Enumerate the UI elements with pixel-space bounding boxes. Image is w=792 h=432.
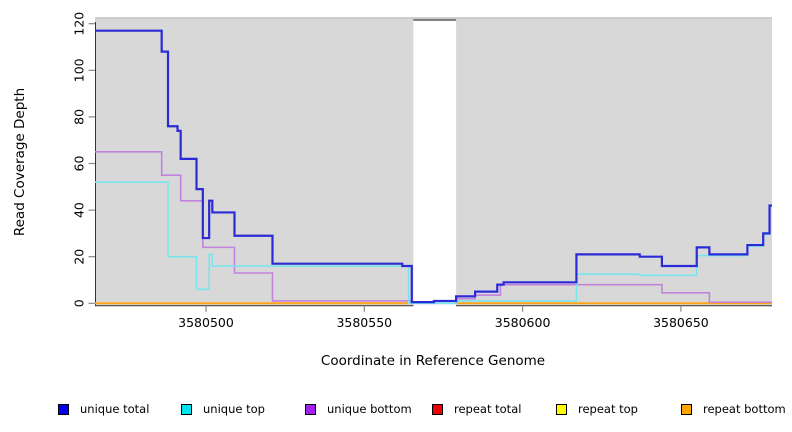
legend-item-unique-total: unique total [58,401,149,417]
legend-label-unique-top: unique top [203,402,265,416]
x-tick-label: 3580600 [495,315,551,330]
series-line-unique-top [95,181,772,305]
y-tick-label: 80 [72,109,87,125]
legend-item-unique-top: unique top [181,401,265,417]
legend: unique total unique top unique bottom repea… [0,401,792,421]
legend-item-repeat-bottom: repeat bottom [681,401,786,417]
masked-region-band [413,19,457,306]
legend-swatch-unique-top [181,403,192,415]
x-tick-label: 3580650 [653,315,709,330]
y-tick-label: 20 [72,249,87,265]
y-tick-label: 60 [72,156,87,172]
legend-label-repeat-top: repeat top [578,402,638,416]
legend-item-unique-bottom: unique bottom [305,401,412,417]
legend-label-unique-bottom: unique bottom [327,402,412,416]
legend-item-repeat-total: repeat total [432,401,521,417]
x-axis-title: Coordinate in Reference Genome [320,353,546,369]
y-tick-label: 40 [72,202,87,218]
legend-swatch-unique-bottom [305,403,316,415]
x-tick-label: 3580500 [178,315,234,330]
legend-item-repeat-top: repeat top [556,401,638,417]
x-tick-label: 3580550 [336,315,392,330]
y-tick-label: 120 [72,12,87,36]
y-tick-label: 100 [72,58,87,82]
legend-label-repeat-bottom: repeat bottom [703,402,786,416]
legend-swatch-repeat-top [556,403,567,415]
legend-label-repeat-total: repeat total [454,402,522,416]
legend-label-unique-total: unique total [80,402,150,416]
y-tick-label: 0 [72,299,87,307]
legend-swatch-unique-total [58,403,69,415]
legend-swatch-repeat-total [432,403,443,415]
y-axis-title: Read Coverage Depth [12,87,28,237]
series-line-unique-total [95,29,772,304]
legend-swatch-repeat-bottom [681,403,692,415]
